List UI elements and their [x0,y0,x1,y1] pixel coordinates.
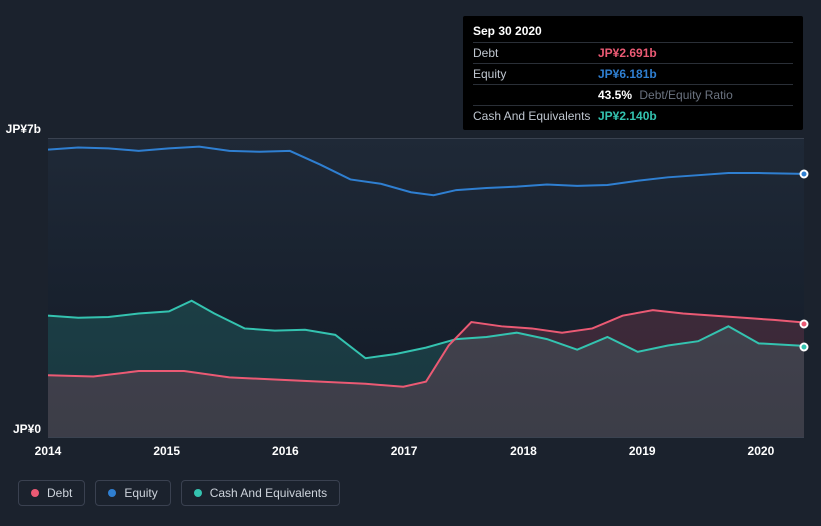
tooltip-date: Sep 30 2020 [473,22,793,42]
legend-label: Equity [124,486,157,500]
legend-item[interactable]: Cash And Equivalents [181,480,340,506]
x-axis-label: 2019 [629,444,656,458]
tooltip-row: 43.5% Debt/Equity Ratio [473,84,793,105]
legend-item[interactable]: Equity [95,480,170,506]
tooltip-rows: DebtJP¥2.691bEquityJP¥6.181b43.5% Debt/E… [473,42,793,126]
legend-swatch-icon [108,489,116,497]
series-end-dot [800,319,809,328]
tooltip-value: JP¥6.181b [598,67,657,81]
y-axis-min-label: JP¥0 [13,422,41,436]
tooltip-label: Cash And Equivalents [473,109,598,123]
x-axis-label: 2016 [272,444,299,458]
chart-container: JP¥7b JP¥0 2014 2015 2016 2017 2018 2019 2020 [0,118,821,478]
tooltip-value: 43.5% Debt/Equity Ratio [598,88,733,102]
legend-swatch-icon [194,489,202,497]
tooltip-row: EquityJP¥6.181b [473,63,793,84]
tooltip-label: Equity [473,67,598,81]
legend: Debt Equity Cash And Equivalents [18,480,340,506]
chart-svg [48,139,804,437]
series-line [48,147,804,196]
x-axis-label: 2015 [153,444,180,458]
tooltip-value: JP¥2.691b [598,46,657,60]
x-axis-label: 2014 [35,444,62,458]
y-axis-max-label: JP¥7b [6,122,41,136]
x-axis: 2014201520162017201820192020 [48,444,804,462]
legend-swatch-icon [31,489,39,497]
x-axis-label: 2020 [748,444,775,458]
tooltip-label [473,88,598,102]
legend-label: Cash And Equivalents [210,486,327,500]
series-end-dot [800,170,809,179]
x-axis-label: 2017 [391,444,418,458]
tooltip-label: Debt [473,46,598,60]
legend-item[interactable]: Debt [18,480,85,506]
x-axis-label: 2018 [510,444,537,458]
tooltip-row: Cash And EquivalentsJP¥2.140b [473,105,793,126]
tooltip-sublabel: Debt/Equity Ratio [636,88,733,102]
tooltip-row: DebtJP¥2.691b [473,42,793,63]
plot-area[interactable] [48,138,804,438]
tooltip-value: JP¥2.140b [598,109,657,123]
legend-label: Debt [47,486,72,500]
tooltip-box: Sep 30 2020 DebtJP¥2.691bEquityJP¥6.181b… [463,16,803,130]
series-end-dot [800,343,809,352]
